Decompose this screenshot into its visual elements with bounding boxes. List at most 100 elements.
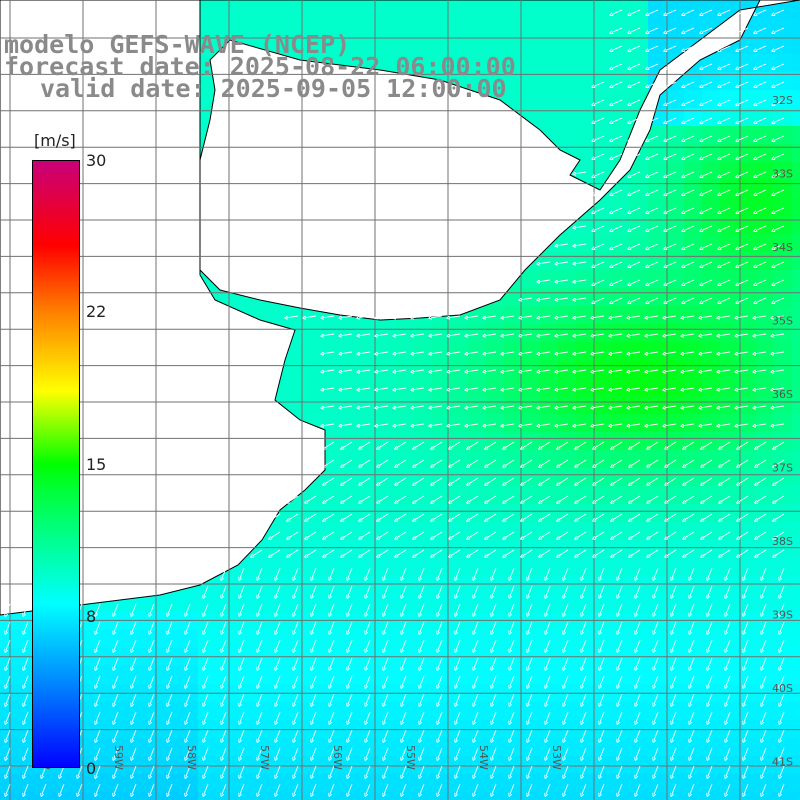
wind-cell xyxy=(288,396,307,415)
wind-cell xyxy=(792,396,800,415)
wind-cell xyxy=(720,198,739,217)
wind-cell xyxy=(774,234,793,253)
wind-arrow xyxy=(719,405,731,408)
wind-cell xyxy=(468,432,487,451)
wind-arrow xyxy=(503,369,515,372)
wind-arrow xyxy=(577,495,587,502)
wind-cell xyxy=(702,558,721,577)
wind-cell xyxy=(414,558,433,577)
wind-cell xyxy=(702,576,721,595)
wind-cell xyxy=(396,504,415,523)
wind-arrow xyxy=(379,495,389,502)
wind-cell xyxy=(612,54,631,73)
wind-arrow xyxy=(271,513,281,520)
wind-arrow xyxy=(528,567,533,578)
wind-arrow xyxy=(413,315,425,318)
wind-cell xyxy=(576,702,595,721)
wind-arrow xyxy=(666,171,677,176)
wind-cell xyxy=(738,162,757,181)
wind-cell xyxy=(540,432,559,451)
wind-cell xyxy=(774,180,793,199)
wind-arrow xyxy=(539,315,551,318)
wind-arrow xyxy=(557,261,569,264)
wind-cell xyxy=(720,306,739,325)
wind-cell xyxy=(234,702,253,721)
wind-cell xyxy=(450,756,469,775)
wind-cell xyxy=(738,72,757,91)
wind-arrow xyxy=(577,459,587,466)
wind-cell xyxy=(432,360,451,379)
wind-cell xyxy=(0,738,19,757)
lon-label: 58W xyxy=(185,745,198,770)
wind-arrow xyxy=(433,477,443,484)
wind-arrow xyxy=(343,477,353,484)
wind-arrow xyxy=(253,513,263,520)
wind-arrow xyxy=(343,441,353,448)
wind-arrow xyxy=(701,315,713,318)
wind-cell xyxy=(702,144,721,163)
wind-cell xyxy=(576,360,595,379)
wind-cell xyxy=(486,360,505,379)
wind-cell xyxy=(684,180,703,199)
wind-cell xyxy=(396,36,415,55)
wind-cell xyxy=(792,774,800,793)
wind-cell xyxy=(162,630,181,649)
wind-cell xyxy=(540,72,559,91)
wind-cell xyxy=(558,702,577,721)
wind-cell xyxy=(504,558,523,577)
wind-arrow xyxy=(774,45,785,50)
wind-cell xyxy=(468,540,487,559)
wind-cell xyxy=(450,396,469,415)
wind-cell xyxy=(594,738,613,757)
wind-arrow xyxy=(600,567,605,578)
wind-cell xyxy=(504,756,523,775)
wind-arrow xyxy=(757,531,767,538)
wind-arrow xyxy=(702,279,713,284)
wind-cell xyxy=(540,702,559,721)
wind-cell xyxy=(522,666,541,685)
wind-cell xyxy=(702,198,721,217)
wind-arrow xyxy=(114,603,119,614)
wind-arrow xyxy=(648,81,659,86)
wind-arrow xyxy=(684,153,695,158)
wind-arrow xyxy=(720,297,731,302)
wind-cell xyxy=(522,540,541,559)
wind-cell xyxy=(234,0,253,19)
wind-cell xyxy=(774,504,793,523)
wind-cell xyxy=(792,360,800,379)
wind-cell xyxy=(792,180,800,199)
wind-arrow xyxy=(557,405,569,408)
wind-arrow xyxy=(667,477,677,484)
wind-cell xyxy=(684,270,703,289)
wind-cell xyxy=(396,558,415,577)
wind-cell xyxy=(504,450,523,469)
wind-cell xyxy=(648,288,667,307)
wind-cell xyxy=(288,702,307,721)
wind-cell xyxy=(666,306,685,325)
wind-arrow xyxy=(467,405,479,408)
wind-arrow xyxy=(630,171,641,176)
wind-cell xyxy=(684,144,703,163)
wind-cell xyxy=(144,738,163,757)
wind-arrow xyxy=(492,585,497,596)
wind-cell xyxy=(414,450,433,469)
wind-cell xyxy=(756,144,775,163)
wind-arrow xyxy=(738,153,749,158)
wind-arrow xyxy=(415,549,425,556)
wind-cell xyxy=(738,558,757,577)
wind-arrow xyxy=(629,387,641,390)
lon-label: 55W xyxy=(404,745,417,770)
wind-arrow xyxy=(307,495,317,502)
wind-cell xyxy=(306,0,325,19)
wind-cell xyxy=(702,252,721,271)
wind-arrow xyxy=(726,585,731,596)
wind-cell xyxy=(774,558,793,577)
wind-cell xyxy=(612,432,631,451)
wind-cell xyxy=(378,450,397,469)
wind-arrow xyxy=(648,297,659,302)
wind-cell xyxy=(666,198,685,217)
wind-cell xyxy=(486,378,505,397)
wind-arrow xyxy=(629,369,641,372)
wind-cell xyxy=(576,342,595,361)
wind-cell xyxy=(666,576,685,595)
